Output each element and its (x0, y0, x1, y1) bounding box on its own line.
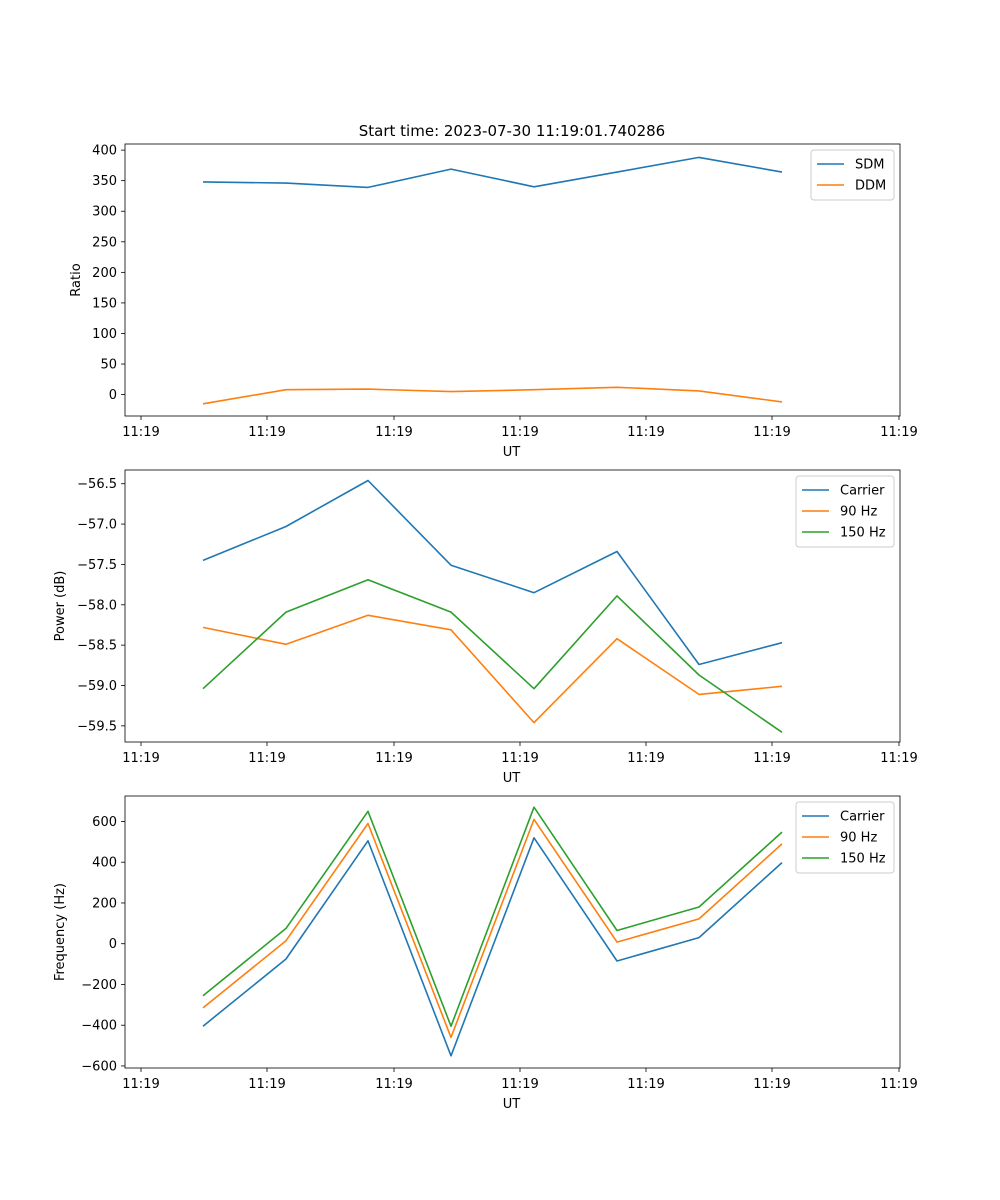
legend-label: DDM (855, 179, 886, 194)
y-tick-label: −400 (81, 1019, 117, 1034)
y-tick-label: −57.5 (77, 558, 117, 573)
x-axis-label: UT (503, 771, 521, 786)
x-tick-label: 11:19 (501, 425, 538, 440)
y-tick-label: 200 (92, 266, 117, 281)
legend-label: Carrier (840, 484, 885, 499)
y-tick-label: 150 (92, 296, 117, 311)
series-line-90-hz (202, 818, 783, 1039)
x-tick-label: 11:19 (627, 751, 664, 766)
x-axis-label: UT (503, 1097, 521, 1112)
x-tick-label: 11:19 (501, 1077, 538, 1092)
panels: 11:19 11:19 11:19 11:19 11:19 11:19 11:19 0 50 10… (53, 143, 918, 1112)
x-tick-label: 11:19 (753, 425, 790, 440)
y-tick-label: −56.5 (77, 477, 117, 492)
y-axis-label: Frequency (Hz) (53, 883, 68, 981)
x-tick-label: 11:19 (375, 425, 412, 440)
x-tick-label: 11:19 (753, 1077, 790, 1092)
legend-label: 90 Hz (840, 505, 877, 520)
series-line-90-hz (202, 614, 783, 724)
y-tick-label: 0 (109, 937, 117, 952)
y-tick-label: −59.0 (77, 679, 117, 694)
series-line-150-hz (202, 578, 783, 733)
y-axis-label: Ratio (69, 263, 84, 296)
y-tick-label: 300 (92, 205, 117, 220)
y-axis-label: Power (dB) (53, 571, 68, 642)
y-tick-label: 0 (109, 388, 117, 403)
x-tick-label: 11:19 (753, 751, 790, 766)
legend-label: 150 Hz (840, 852, 886, 867)
x-axis-label: UT (503, 445, 521, 460)
legend-label: 150 Hz (840, 526, 886, 541)
y-tick-label: 400 (92, 856, 117, 871)
legend: Carrier 90 Hz 150 Hz (795, 475, 895, 548)
plot-frame (124, 795, 901, 1069)
y-tick-label: 350 (92, 174, 117, 189)
x-tick-label: 11:19 (375, 751, 412, 766)
y-tick-label: −200 (81, 978, 117, 993)
series-line-sdm (202, 156, 783, 189)
y-tick-label: 600 (92, 815, 117, 830)
panel-1: 11:19 11:19 11:19 11:19 11:19 11:19 11:19 0 50 10… (69, 143, 918, 460)
x-tick-label: 11:19 (122, 425, 159, 440)
chart-title: Start time: 2023-07-30 11:19:01.740286 (359, 122, 665, 140)
panel-3: 11:19 11:19 11:19 11:19 11:19 11:19 11:19 −600 −… (53, 795, 918, 1112)
x-tick-label: 11:19 (248, 1077, 285, 1092)
legend-box (795, 801, 895, 874)
legend-label: 90 Hz (840, 831, 877, 846)
x-tick-label: 11:19 (501, 751, 538, 766)
x-tick-label: 11:19 (880, 751, 917, 766)
y-tick-label: 100 (92, 327, 117, 342)
plot-frame (124, 469, 901, 743)
y-tick-label: −57.0 (77, 518, 117, 533)
legend-label: Carrier (840, 810, 885, 825)
y-tick-label: 200 (92, 896, 117, 911)
legend-box (810, 149, 895, 201)
legend: Carrier 90 Hz 150 Hz (795, 801, 895, 874)
series-line-carrier (202, 836, 783, 1057)
series-line-ddm (202, 386, 783, 405)
x-tick-label: 11:19 (248, 751, 285, 766)
x-tick-label: 11:19 (122, 1077, 159, 1092)
legend: SDM DDM (810, 149, 895, 201)
legend-label: SDM (855, 158, 884, 173)
y-tick-label: −58.5 (77, 639, 117, 654)
y-tick-label: 400 (92, 144, 117, 159)
legend-box (795, 475, 895, 548)
y-tick-label: −59.5 (77, 719, 117, 734)
plot-frame (124, 143, 901, 417)
series-line-150-hz (202, 806, 783, 1027)
y-tick-label: 50 (100, 358, 117, 373)
y-tick-label: −58.0 (77, 598, 117, 613)
series-line-carrier (202, 479, 783, 666)
x-tick-label: 11:19 (627, 425, 664, 440)
y-tick-label: 250 (92, 235, 117, 250)
x-tick-label: 11:19 (248, 425, 285, 440)
x-tick-label: 11:19 (375, 1077, 412, 1092)
x-tick-label: 11:19 (122, 751, 159, 766)
x-tick-label: 11:19 (880, 425, 917, 440)
x-tick-label: 11:19 (627, 1077, 664, 1092)
panel-2: 11:19 11:19 11:19 11:19 11:19 11:19 11:19 −59.5… (53, 469, 918, 786)
y-tick-label: −600 (81, 1059, 117, 1074)
x-tick-label: 11:19 (880, 1077, 917, 1092)
